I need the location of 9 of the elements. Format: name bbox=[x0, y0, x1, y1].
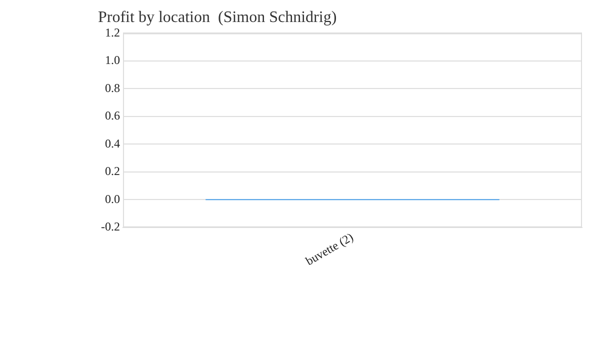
chart-title: Profit by location (Simon Schnidrig) bbox=[98, 8, 337, 26]
y-tick-label: -0.2 bbox=[100, 220, 120, 234]
y-tick-label: 0.8 bbox=[104, 80, 120, 95]
y-tick-label: 0.0 bbox=[104, 192, 120, 206]
y-tick-label: 1.0 bbox=[104, 53, 120, 68]
y-tick-label: 0.6 bbox=[104, 108, 120, 123]
y-tick-label: 1.2 bbox=[104, 25, 120, 40]
y-tick-label: 0.4 bbox=[104, 136, 120, 150]
y-tick-label: 0.2 bbox=[104, 164, 120, 178]
